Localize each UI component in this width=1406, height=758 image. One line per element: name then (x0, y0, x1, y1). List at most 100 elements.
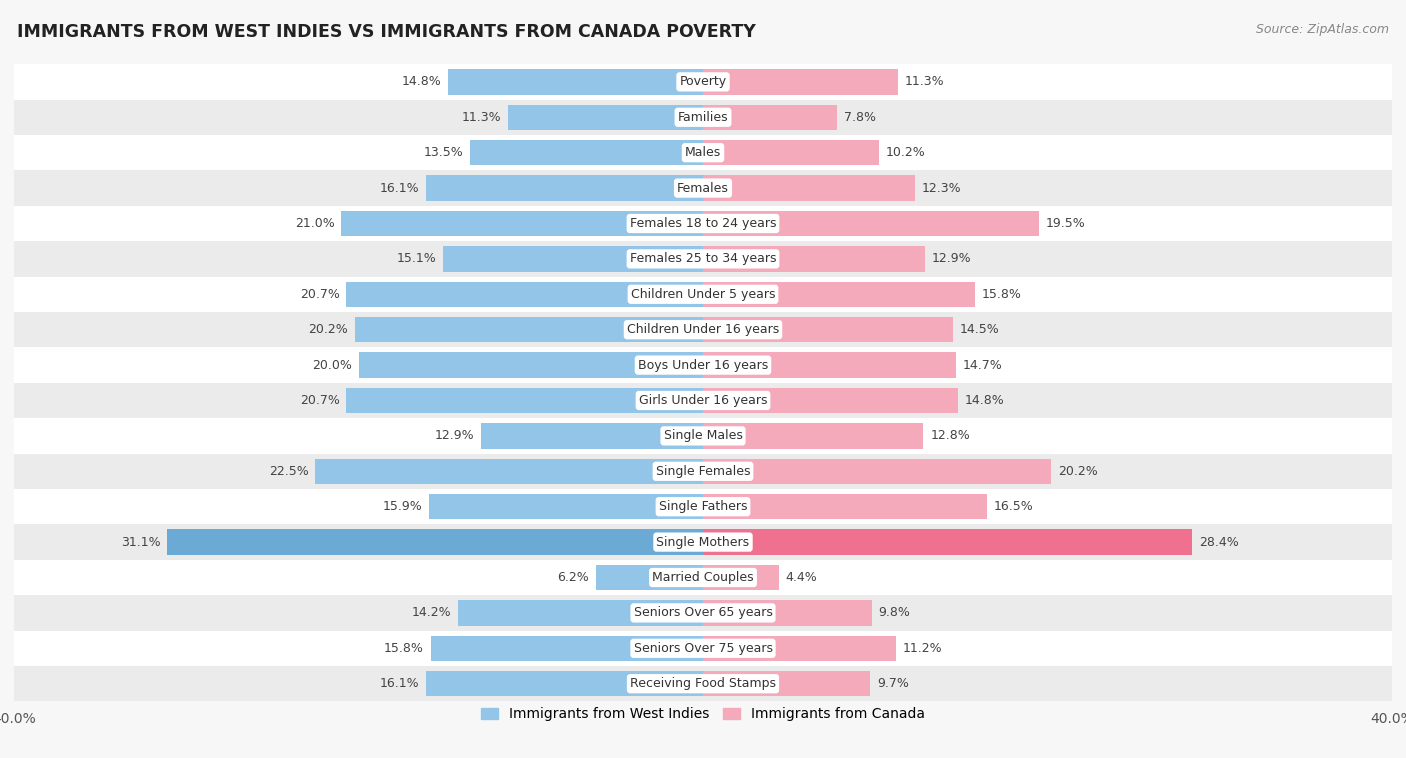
Bar (14, 418, 1392, 453)
Text: 14.7%: 14.7% (963, 359, 1002, 371)
Text: 12.3%: 12.3% (922, 182, 962, 195)
Text: Single Males: Single Males (664, 429, 742, 443)
Text: Boys Under 16 years: Boys Under 16 years (638, 359, 768, 371)
Bar (167, 529, 703, 555)
Text: 20.7%: 20.7% (299, 288, 340, 301)
Bar (14, 64, 1392, 99)
Legend: Immigrants from West Indies, Immigrants from Canada: Immigrants from West Indies, Immigrants … (475, 702, 931, 727)
Bar (430, 635, 703, 661)
Text: Poverty: Poverty (679, 75, 727, 89)
Text: 10.2%: 10.2% (886, 146, 925, 159)
Text: 11.2%: 11.2% (903, 642, 942, 655)
Text: 7.8%: 7.8% (844, 111, 876, 124)
Text: Single Fathers: Single Fathers (659, 500, 747, 513)
Bar (471, 140, 703, 165)
Text: 14.8%: 14.8% (402, 75, 441, 89)
Bar (703, 69, 897, 95)
Bar (14, 489, 1392, 525)
Text: Families: Families (678, 111, 728, 124)
Bar (703, 140, 879, 165)
Bar (703, 388, 957, 413)
Bar (315, 459, 703, 484)
Text: Girls Under 16 years: Girls Under 16 years (638, 394, 768, 407)
Text: 20.2%: 20.2% (1057, 465, 1098, 478)
Bar (359, 352, 703, 377)
Bar (14, 347, 1392, 383)
Text: Females: Females (678, 182, 728, 195)
Text: 12.8%: 12.8% (931, 429, 970, 443)
Text: IMMIGRANTS FROM WEST INDIES VS IMMIGRANTS FROM CANADA POVERTY: IMMIGRANTS FROM WEST INDIES VS IMMIGRANT… (17, 23, 755, 41)
Text: 31.1%: 31.1% (121, 536, 160, 549)
Text: Seniors Over 65 years: Seniors Over 65 years (634, 606, 772, 619)
Bar (703, 105, 838, 130)
Bar (703, 635, 896, 661)
Bar (703, 352, 956, 377)
Bar (596, 565, 703, 590)
Text: 6.2%: 6.2% (558, 571, 589, 584)
Text: Children Under 16 years: Children Under 16 years (627, 323, 779, 337)
Bar (14, 171, 1392, 205)
Text: 15.9%: 15.9% (382, 500, 422, 513)
Bar (703, 281, 976, 307)
Text: Source: ZipAtlas.com: Source: ZipAtlas.com (1256, 23, 1389, 36)
Bar (703, 600, 872, 625)
Bar (14, 666, 1392, 701)
Text: Married Couples: Married Couples (652, 571, 754, 584)
Text: 19.5%: 19.5% (1046, 217, 1085, 230)
Text: 22.5%: 22.5% (269, 465, 308, 478)
Text: 14.2%: 14.2% (412, 606, 451, 619)
Bar (356, 317, 703, 343)
Text: 12.9%: 12.9% (434, 429, 474, 443)
Text: 9.8%: 9.8% (879, 606, 911, 619)
Bar (703, 317, 953, 343)
Text: 13.5%: 13.5% (423, 146, 464, 159)
Bar (509, 105, 703, 130)
Bar (481, 423, 703, 449)
Bar (703, 671, 870, 697)
Bar (14, 205, 1392, 241)
Bar (703, 565, 779, 590)
Bar (14, 595, 1392, 631)
Text: Seniors Over 75 years: Seniors Over 75 years (634, 642, 772, 655)
Bar (14, 277, 1392, 312)
Bar (346, 388, 703, 413)
Text: Children Under 5 years: Children Under 5 years (631, 288, 775, 301)
Bar (346, 281, 703, 307)
Text: 20.0%: 20.0% (312, 359, 352, 371)
Text: Receiving Food Stamps: Receiving Food Stamps (630, 677, 776, 691)
Text: Females 25 to 34 years: Females 25 to 34 years (630, 252, 776, 265)
Bar (703, 246, 925, 271)
Bar (14, 135, 1392, 171)
Bar (342, 211, 703, 236)
Bar (14, 631, 1392, 666)
Bar (14, 241, 1392, 277)
Bar (14, 525, 1392, 560)
Bar (703, 459, 1050, 484)
Text: Single Mothers: Single Mothers (657, 536, 749, 549)
Text: 16.5%: 16.5% (994, 500, 1033, 513)
Bar (426, 671, 703, 697)
Bar (703, 211, 1039, 236)
Text: 15.8%: 15.8% (981, 288, 1022, 301)
Text: 16.1%: 16.1% (380, 677, 419, 691)
Bar (458, 600, 703, 625)
Text: 28.4%: 28.4% (1199, 536, 1239, 549)
Text: 15.8%: 15.8% (384, 642, 425, 655)
Text: 14.8%: 14.8% (965, 394, 1004, 407)
Text: 12.9%: 12.9% (932, 252, 972, 265)
Text: 11.3%: 11.3% (461, 111, 502, 124)
Bar (14, 560, 1392, 595)
Text: Single Females: Single Females (655, 465, 751, 478)
Text: Females 18 to 24 years: Females 18 to 24 years (630, 217, 776, 230)
Bar (429, 494, 703, 519)
Bar (703, 529, 1192, 555)
Bar (14, 383, 1392, 418)
Text: 15.1%: 15.1% (396, 252, 436, 265)
Bar (443, 246, 703, 271)
Bar (703, 423, 924, 449)
Bar (426, 175, 703, 201)
Bar (449, 69, 703, 95)
Text: 16.1%: 16.1% (380, 182, 419, 195)
Text: 4.4%: 4.4% (786, 571, 817, 584)
Bar (703, 175, 915, 201)
